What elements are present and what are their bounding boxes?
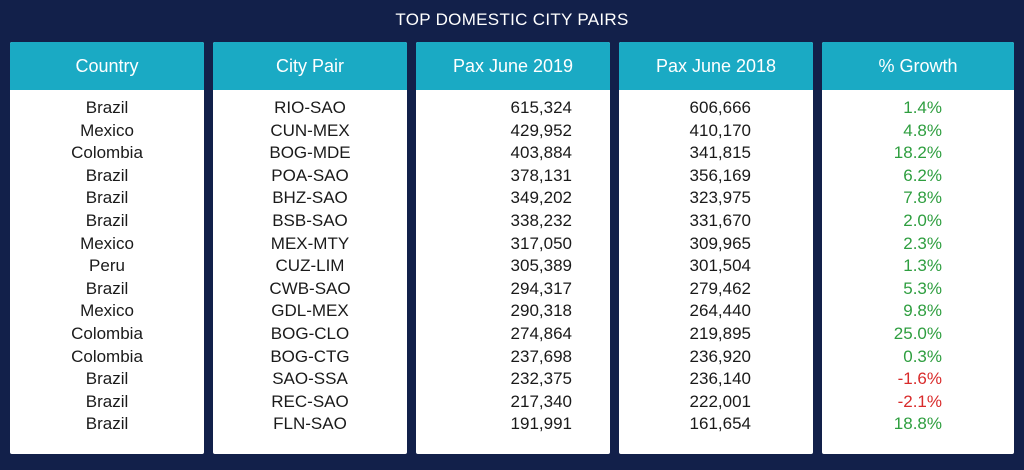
growth-cell: 0.3% (903, 346, 942, 366)
page-title: TOP DOMESTIC CITY PAIRS (395, 10, 629, 29)
city-pair-header: City Pair (213, 42, 407, 90)
city-pair-cell: CWB-SAO (269, 278, 351, 298)
pax-2018-cell: 236,920 (689, 346, 751, 366)
city-pair-cell: BOG-MDE (269, 143, 351, 163)
country-cell: Mexico (80, 120, 134, 140)
country-cell: Brazil (85, 369, 129, 389)
country-cell: Colombia (71, 346, 143, 366)
pax-2019-cell: 615,324 (510, 98, 572, 117)
city-pair-cell: POA-SAO (271, 165, 349, 185)
city-pair-cell: BSB-SAO (272, 210, 348, 230)
pax-2018-cell: 356,169 (689, 165, 751, 185)
pax-2018-header: Pax June 2018 (619, 42, 813, 90)
country-column-body: Brazil Mexico Colombia Brazil Brazil Brazil Me… (10, 90, 204, 436)
growth-cell: 4.8% (903, 120, 942, 140)
city-pair-cell: REC-SAO (271, 391, 349, 411)
city-pair-cell: GDL-MEX (271, 301, 349, 321)
pax-2018-cell: 606,666 (689, 98, 751, 117)
growth-cell: 6.2% (903, 165, 942, 185)
country-header: Country (10, 42, 204, 90)
pax-2018-cell: 301,504 (689, 256, 751, 276)
pax-2019-cell: 274,864 (510, 323, 572, 343)
growth-cell: 7.8% (903, 188, 942, 208)
pax-2019-cell: 305,389 (510, 256, 572, 276)
pax-2019-cell: 349,202 (510, 188, 572, 208)
growth-column: % Growth 1.4% 4.8% 18.2% 6.2% 7.8% 2.0% 2.3% 1.… (822, 42, 1014, 454)
country-cell: Brazil (85, 210, 129, 230)
pax-2018-cell: 222,001 (689, 391, 751, 411)
growth-cell: -1.6% (897, 369, 942, 389)
pax-2019-cell: 338,232 (510, 210, 572, 230)
growth-cell: 1.3% (903, 256, 942, 276)
country-cell: Brazil (85, 278, 129, 298)
pax-2018-cell: 236,140 (689, 369, 751, 389)
city-pair-column-body: RIO-SAO CUN-MEX BOG-MDE POA-SAO BHZ-SAO BSB-S… (213, 90, 407, 436)
pax-2019-cell: 237,698 (510, 346, 572, 366)
country-cell: Brazil (85, 391, 129, 411)
city-pair-cell: CUN-MEX (270, 120, 350, 140)
growth-cell: 2.3% (903, 233, 942, 253)
country-cell: Colombia (71, 143, 143, 163)
country-cell: Brazil (85, 165, 129, 185)
pax-2019-cell: 378,131 (510, 165, 572, 185)
growth-header: % Growth (822, 42, 1014, 90)
pax-2018-cell: 279,462 (689, 278, 751, 298)
pax-2018-cell: 341,815 (689, 143, 751, 163)
growth-column-body: 1.4% 4.8% 18.2% 6.2% 7.8% 2.0% 2.3% 1.3% 5.3% 9.8… (822, 90, 1014, 436)
growth-cell: 25.0% (893, 323, 942, 343)
pax-2019-cell: 232,375 (510, 369, 572, 389)
pax-2018-cell: 219,895 (689, 323, 751, 343)
growth-cell: 5.3% (903, 278, 942, 298)
country-cell: Colombia (71, 323, 143, 343)
country-cell: Brazil (85, 188, 129, 208)
pax-2019-cell: 217,340 (510, 391, 572, 411)
pax-2019-header: Pax June 2019 (416, 42, 610, 90)
growth-cell: 18.8% (893, 414, 942, 434)
growth-cell: 2.0% (903, 210, 942, 230)
city-pair-cell: BOG-CTG (270, 346, 350, 366)
country-cell: Peru (89, 256, 125, 276)
city-pair-column: City Pair RIO-SAO CUN-MEX BOG-MDE POA-SAO BH… (213, 42, 407, 454)
pax-2018-cell: 323,975 (689, 188, 751, 208)
pax-2018-column-body: 606,666 410,170 341,815 356,169 323,975 331,6… (619, 90, 813, 436)
city-pair-cell: RIO-SAO (274, 98, 346, 117)
pax-2018-cell: 161,654 (689, 414, 751, 434)
growth-cell: 9.8% (903, 301, 942, 321)
country-cell: Mexico (80, 233, 134, 253)
pax-2019-cell: 191,991 (510, 414, 572, 434)
city-pair-cell: BHZ-SAO (272, 188, 348, 208)
pax-2018-cell: 410,170 (689, 120, 751, 140)
city-pair-cell: MEX-MTY (270, 233, 350, 253)
city-pair-cell: BOG-CLO (270, 323, 350, 343)
pax-2018-cell: 264,440 (689, 301, 751, 321)
pax-2019-column: Pax June 2019 615,324 429,952 403,884 378,1… (416, 42, 610, 454)
pax-2019-cell: 290,318 (510, 301, 572, 321)
pax-2018-column: Pax June 2018 606,666 410,170 341,815 356,1… (619, 42, 813, 454)
country-column: Country Brazil Mexico Colombia Brazil Brazil… (10, 42, 204, 454)
pax-2019-cell: 294,317 (510, 278, 572, 298)
pax-2019-cell: 317,050 (510, 233, 572, 253)
pax-2018-cell: 331,670 (689, 210, 751, 230)
country-cell: Brazil (85, 98, 129, 117)
growth-cell: -2.1% (897, 391, 942, 411)
city-pair-cell: CUZ-LIM (275, 256, 345, 276)
pax-2019-cell: 403,884 (510, 143, 572, 163)
pax-2019-column-body: 615,324 429,952 403,884 378,131 349,202 338,2… (416, 90, 610, 436)
country-cell: Brazil (85, 414, 129, 434)
country-cell: Mexico (80, 301, 134, 321)
city-pair-cell: SAO-SSA (272, 369, 348, 389)
growth-cell: 1.4% (903, 98, 942, 117)
pax-2019-cell: 429,952 (510, 120, 572, 140)
growth-cell: 18.2% (893, 143, 942, 163)
city-pair-cell: FLN-SAO (273, 414, 347, 434)
pax-2018-cell: 309,965 (689, 233, 751, 253)
